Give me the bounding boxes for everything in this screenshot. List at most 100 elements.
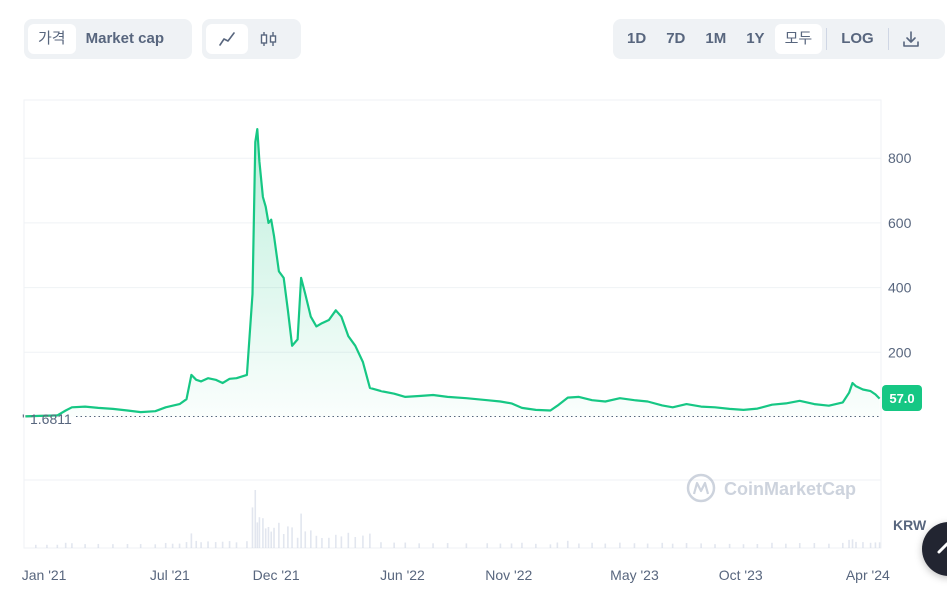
volume-bar	[347, 532, 350, 548]
line-chart-button[interactable]	[206, 24, 248, 54]
volume-bar	[446, 543, 449, 548]
download-button[interactable]	[893, 24, 929, 54]
volume-bar	[842, 542, 844, 548]
log-scale-button[interactable]: LOG	[841, 30, 874, 47]
plot-frame	[23, 99, 882, 549]
volume-bar	[235, 542, 238, 548]
volume-bar	[878, 542, 881, 548]
download-icon	[902, 31, 919, 47]
volume-bar	[270, 531, 273, 548]
volume-bar	[64, 542, 67, 548]
volume-bar	[862, 542, 864, 548]
volume-bar	[84, 544, 86, 548]
range-1d-button[interactable]: 1D	[627, 30, 647, 47]
volume-bar	[171, 543, 174, 548]
volume-bar	[785, 543, 787, 548]
scroll-top-button[interactable]	[922, 522, 947, 576]
coinmarketcap-watermark: CoinMarketCap	[686, 473, 856, 503]
volume-bar	[262, 518, 264, 548]
volume-bar	[35, 544, 37, 548]
volume-bar	[578, 543, 580, 548]
volume-bar	[97, 543, 100, 548]
y-tick-label: 600	[888, 215, 912, 231]
volume-bar	[685, 543, 688, 548]
volume-bar	[287, 526, 289, 548]
volume-bar	[848, 539, 850, 548]
volume-bar	[164, 542, 167, 548]
volume-bar	[273, 527, 275, 548]
current-price-label: 57.0	[889, 391, 914, 406]
volume-bar	[264, 528, 267, 548]
volume-bar	[310, 530, 312, 548]
volume-bar	[465, 543, 468, 548]
volume-bar	[71, 543, 73, 548]
x-tick-label: Jul '21	[150, 567, 190, 583]
volume-bar	[369, 533, 371, 548]
volume-bar	[315, 535, 318, 548]
volume-bar	[185, 542, 188, 548]
volume-bar	[340, 536, 343, 548]
volume-bars	[35, 490, 881, 548]
volume-bar	[714, 544, 716, 548]
volume-bar	[321, 538, 323, 548]
volume-bar	[393, 542, 395, 548]
x-tick-label: May '23	[610, 567, 659, 583]
volume-bar	[671, 543, 674, 548]
volume-bar	[221, 541, 224, 548]
range-all-button[interactable]: 모두	[774, 24, 823, 54]
volume-bar	[855, 541, 857, 548]
current-price-badge: 57.0	[882, 385, 922, 411]
volume-bar	[46, 544, 48, 548]
range-1y-button[interactable]: 1Y	[746, 30, 765, 47]
volume-bar	[354, 537, 357, 548]
volume-bar	[256, 522, 259, 548]
volume-bar	[254, 490, 257, 548]
volume-bar	[190, 533, 193, 548]
y-tick-label: 200	[888, 344, 912, 360]
range-7d-button[interactable]: 7D	[666, 30, 686, 47]
volume-bar	[214, 542, 217, 548]
start-price-label: 1.6811	[30, 411, 72, 427]
tab-market-cap[interactable]: Market cap	[85, 30, 164, 47]
volume-bar	[604, 543, 607, 548]
volume-bar	[828, 543, 830, 548]
volume-bar	[282, 534, 285, 548]
volume-bar	[728, 543, 731, 548]
x-tick-label: Oct '23	[719, 567, 763, 583]
tab-price[interactable]: 가격	[28, 24, 76, 54]
volume-bar	[296, 537, 299, 548]
range-1m-button[interactable]: 1M	[705, 30, 727, 47]
volume-bar	[246, 541, 248, 548]
volume-bar	[700, 543, 702, 548]
volume-bar	[742, 544, 745, 548]
volume-bar	[591, 542, 593, 548]
chart-view-toggle	[202, 19, 301, 59]
volume-bar	[251, 507, 254, 548]
x-tick-label: Nov '22	[485, 567, 532, 583]
volume-bar	[291, 527, 293, 548]
volume-bar	[535, 543, 537, 548]
currency-label: KRW	[893, 517, 927, 533]
volume-bar	[813, 543, 816, 548]
volume-bar	[851, 539, 854, 548]
volume-bar	[521, 542, 523, 548]
volume-bar	[771, 542, 773, 548]
volume-bar	[154, 544, 157, 548]
y-tick-label: 800	[888, 150, 912, 166]
volume-bar	[404, 542, 407, 548]
time-range-toggle: 1D 7D 1M 1Y 모두 LOG	[613, 19, 945, 59]
arrow-up-icon	[937, 542, 947, 554]
volume-bar	[228, 541, 231, 548]
volume-bar	[200, 542, 202, 548]
volume-bar	[195, 540, 198, 548]
x-tick-label: Jan '21	[22, 567, 67, 583]
candlestick-icon	[260, 32, 277, 46]
volume-bar	[566, 540, 569, 548]
toolbar-divider	[826, 28, 828, 50]
price-area	[25, 129, 880, 417]
line-chart-icon	[219, 32, 235, 46]
price-line	[25, 128, 881, 418]
volume-bar	[556, 542, 559, 548]
candlestick-button[interactable]	[248, 24, 290, 54]
